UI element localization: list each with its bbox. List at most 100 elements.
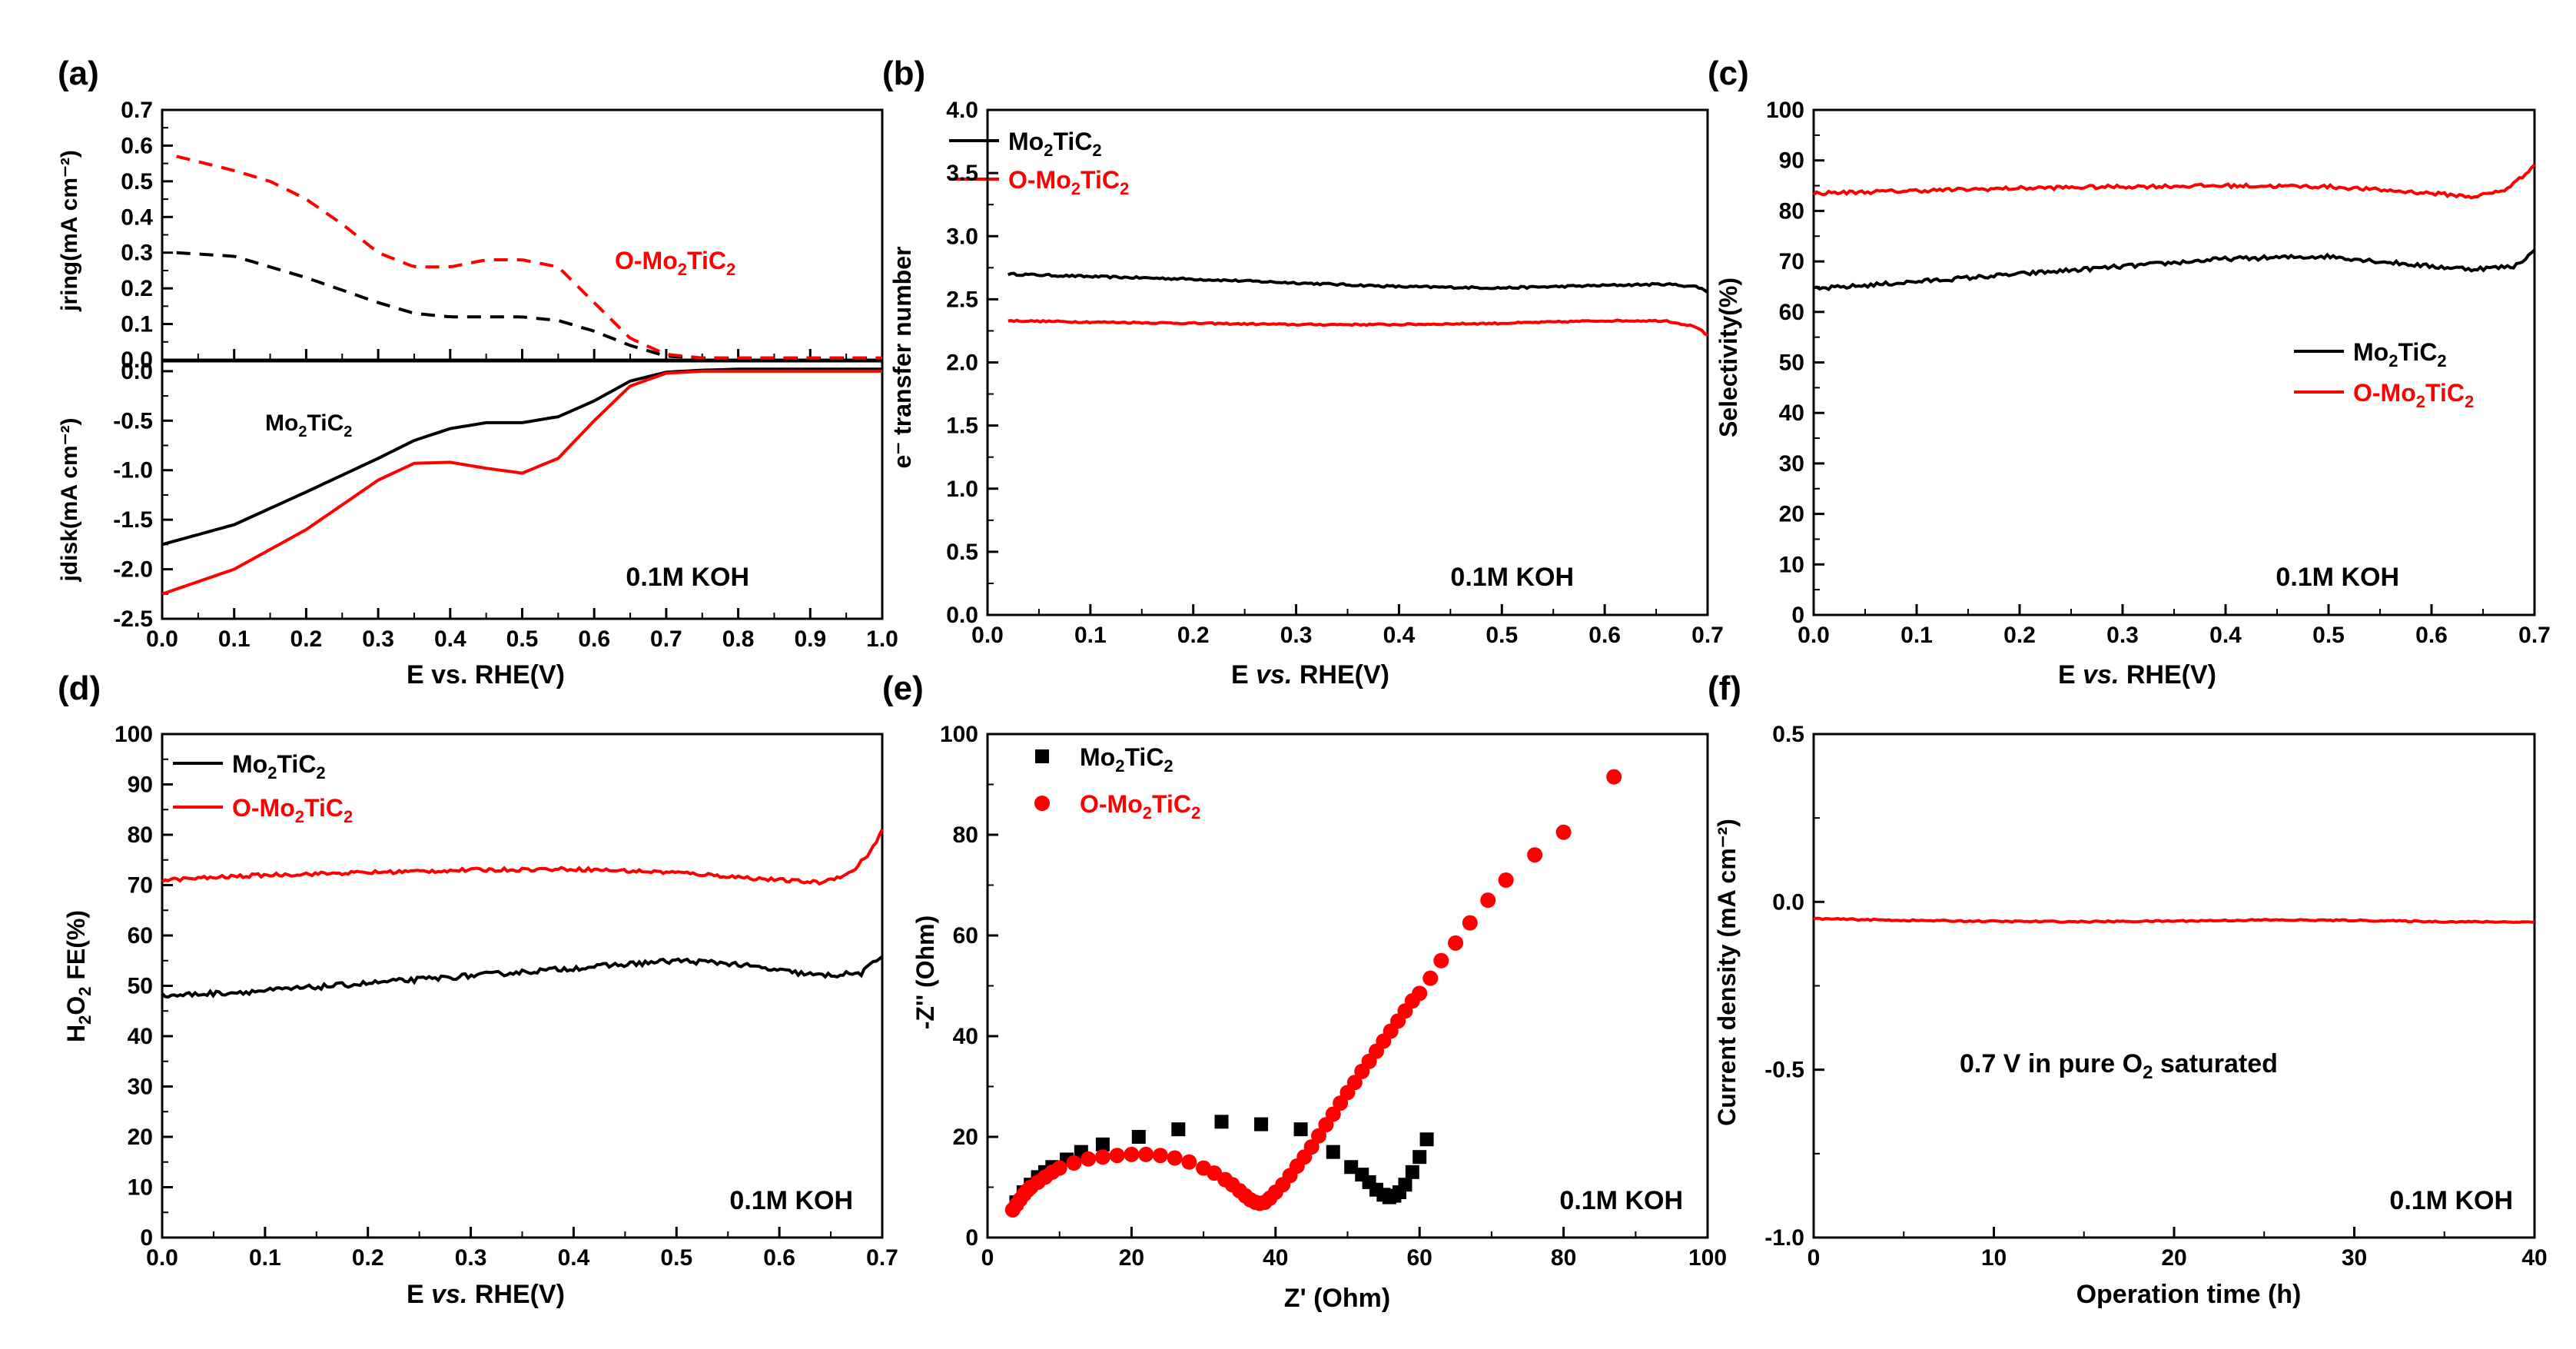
data-point-o-mo2tic2 — [1311, 1128, 1327, 1144]
axis-c-ytick-label: 70 — [1779, 249, 1804, 274]
axis-b-xtick-label: 0.2 — [1177, 623, 1210, 648]
axis-f-xtick-label: 20 — [2161, 1245, 2186, 1271]
axis-a-bottom-xtick-label: 0.5 — [506, 626, 539, 652]
axis-d-ytick-label: 90 — [128, 773, 153, 798]
axes-a-top — [161, 108, 884, 361]
note-d: 0.1M KOH — [729, 1186, 853, 1215]
note-b: 0.1M KOH — [1450, 563, 1574, 592]
plot-layer: 0.0 0.1 0.2 0.3 0.4 0.5 0.6 0.7 0.8 0.9 1.0 0.0 0.1 0… — [113, 98, 2551, 1271]
series-e-o-mo2tic2 — [1004, 769, 1622, 1218]
legend-c: Mo2TiC2 O-Mo2TiC2 — [2294, 338, 2474, 411]
axis-a-top-ytick-label: 0.5 — [121, 169, 153, 194]
data-point-mo2tic2 — [1344, 1160, 1359, 1175]
axes-f — [1812, 733, 2536, 1239]
axis-f-ytick-label: -1.0 — [1764, 1225, 1804, 1251]
axis-d-ytick-label: 80 — [128, 822, 153, 848]
axis-a-bottom-ytick-label: -0.5 — [113, 408, 153, 434]
series-a-disk-mo2tic2 — [161, 367, 882, 547]
axis-a-bottom-xtick-label: 0.8 — [722, 626, 755, 652]
legend-e-label-o-mo2tic2: O-Mo2TiC2 — [1080, 790, 1200, 822]
axis-b-ytick-label: 2.0 — [946, 351, 978, 376]
axis-b-ytick-label: 1.0 — [946, 477, 978, 502]
data-point-mo2tic2 — [1095, 1137, 1110, 1151]
axis-e-xtick-label: 60 — [1407, 1245, 1432, 1271]
axis-xlabel-c: E vs. RHE(V) — [2058, 660, 2216, 689]
axis-a-bottom-xtick-label: 0.0 — [146, 626, 178, 652]
series-c-o-mo2tic2 — [1812, 163, 2536, 200]
annotation-a-mo2tic2: Mo2TiC2 — [265, 410, 352, 440]
data-point-o-mo2tic2 — [1181, 1154, 1197, 1170]
data-point-o-mo2tic2 — [1124, 1146, 1140, 1162]
annotation-a-o-mo2tic2: O-Mo2TiC2 — [615, 247, 735, 279]
legend-e: Mo2TiC2 O-Mo2TiC2 — [1034, 743, 1200, 822]
axis-a-top-ytick-label: 0.3 — [121, 241, 153, 266]
axis-e-ytick-label: 0 — [965, 1225, 978, 1251]
axis-b-xtick-label: 0.6 — [1588, 623, 1621, 648]
axis-b-ytick-label: 2.5 — [946, 287, 978, 312]
axis-b-xtick-label: 0.1 — [1074, 623, 1107, 648]
series-b-mo2tic2 — [1007, 271, 1709, 294]
data-point-mo2tic2 — [1131, 1130, 1146, 1144]
axis-ylabel-f: Current density (mA cm⁻²) — [1713, 819, 1741, 1126]
data-point-o-mo2tic2 — [1412, 985, 1428, 1002]
axis-f-ytick-label: -0.5 — [1764, 1058, 1804, 1083]
data-point-o-mo2tic2 — [1303, 1139, 1320, 1155]
axis-c-ytick-label: 10 — [1779, 552, 1804, 577]
axis-b-xtick-label: 0.5 — [1486, 623, 1518, 648]
axis-a-bottom-xtick-label: 0.3 — [362, 626, 394, 652]
series-c-mo2tic2 — [1813, 248, 2536, 291]
legend-d-label-o-mo2tic2: O-Mo2TiC2 — [232, 794, 353, 826]
axis-c-xtick-label: 0.2 — [2003, 623, 2036, 648]
axis-e-xtick-label: 20 — [1119, 1245, 1144, 1271]
axis-c-ytick-label: 30 — [1779, 451, 1804, 477]
axis-a-bottom-xtick-label: 0.9 — [794, 626, 826, 652]
data-point-o-mo2tic2 — [1480, 892, 1496, 909]
data-point-o-mo2tic2 — [1167, 1150, 1183, 1166]
axis-c-xtick-label: 0.0 — [1798, 623, 1830, 648]
axis-a-bottom-ytick-label: -1.0 — [113, 458, 153, 483]
annotation-a-bottom-sub1: 2 — [298, 424, 307, 440]
axis-f-ytick-label: 0.5 — [1772, 722, 1804, 747]
data-point-mo2tic2 — [1171, 1122, 1186, 1137]
data-point-mo2tic2 — [1398, 1178, 1412, 1192]
axis-xlabel-a: E vs. RHE(V) — [407, 660, 565, 689]
axis-f-xtick-label: 40 — [2521, 1245, 2547, 1271]
axis-d-xtick-label: 0.7 — [866, 1245, 898, 1271]
axis-d-xtick-label: 0.0 — [146, 1245, 178, 1271]
panel-label-a: (a) — [58, 55, 99, 92]
axis-a-bottom-xtick-label: 0.4 — [434, 626, 466, 652]
legend-c-label-o-mo2tic2: O-Mo2TiC2 — [2353, 379, 2474, 411]
panel-label-e: (e) — [882, 670, 924, 707]
axis-a-top-ytick-label: 0.0 — [121, 347, 153, 373]
axis-b-xtick-label: 0.0 — [971, 623, 1004, 648]
series-d-o-mo2tic2 — [161, 829, 884, 886]
legend-e-marker-o-mo2tic2 — [1034, 796, 1050, 811]
data-point-o-mo2tic2 — [1606, 769, 1622, 785]
axis-a-bottom-xtick-label: 0.6 — [578, 626, 610, 652]
legend-d: Mo2TiC2 O-Mo2TiC2 — [173, 750, 353, 826]
axis-c-ytick-label: 100 — [1766, 98, 1804, 123]
axis-d-ytick-label: 50 — [128, 974, 153, 999]
note-f: 0.1M KOH — [2389, 1186, 2513, 1215]
axis-b-ytick-label: 1.5 — [946, 414, 978, 439]
axis-d-ytick-label: 70 — [128, 873, 153, 899]
axis-e-xtick-label: 40 — [1263, 1245, 1288, 1271]
data-point-o-mo2tic2 — [1346, 1075, 1363, 1091]
data-point-o-mo2tic2 — [1138, 1146, 1154, 1162]
data-point-o-mo2tic2 — [1555, 824, 1572, 840]
axis-ylabel-c: Selectivity(%) — [1715, 277, 1742, 437]
axis-f-xtick-label: 0 — [1808, 1245, 1821, 1271]
series-a-disk-o-mo2tic2 — [161, 369, 882, 596]
data-point-o-mo2tic2 — [1066, 1155, 1082, 1171]
data-point-o-mo2tic2 — [1433, 952, 1449, 969]
panel-label-c: (c) — [1708, 55, 1749, 92]
axis-a-top-ytick-label: 0.6 — [121, 133, 153, 158]
data-point-mo2tic2 — [1293, 1122, 1308, 1137]
axis-c-xtick-label: 0.3 — [2106, 623, 2139, 648]
axis-e-ytick-label: 40 — [953, 1024, 978, 1049]
axis-f-xtick-label: 30 — [2342, 1245, 2367, 1271]
data-point-o-mo2tic2 — [1462, 915, 1478, 931]
axis-d-xtick-label: 0.6 — [763, 1245, 795, 1271]
annotation-a-bottom-main: Mo — [265, 410, 298, 436]
